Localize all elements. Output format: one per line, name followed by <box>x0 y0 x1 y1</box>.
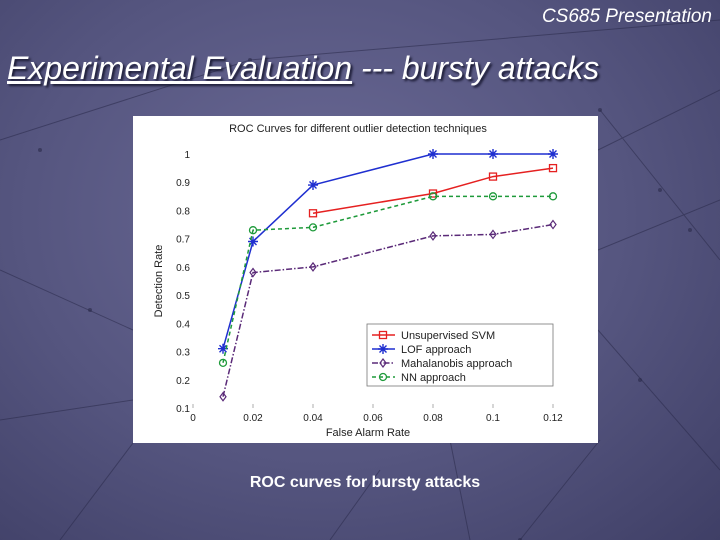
x-tick-label: 0.08 <box>423 413 443 424</box>
x-tick-label: 0 <box>190 413 196 424</box>
x-tick-label: 0.12 <box>543 413 563 424</box>
x-tick-label: 0.1 <box>486 413 500 424</box>
legend-label-mahalanobis-approach: Mahalanobis approach <box>401 358 512 370</box>
data-point-unsupervised-svm <box>308 209 318 218</box>
legend-label-nn-approach: NN approach <box>401 372 466 384</box>
data-point-nn-approach <box>548 192 558 201</box>
data-point-mahalanobis-approach <box>309 261 317 272</box>
data-point-nn-approach <box>308 223 318 232</box>
series-line-nn-approach <box>222 195 553 364</box>
data-point-lof-approach <box>218 343 228 354</box>
slide-title-suffix: --- bursty attacks <box>352 50 600 86</box>
data-point-unsupervised-svm <box>488 172 498 181</box>
y-tick-label: 0.2 <box>176 376 190 387</box>
y-tick-label: 0.3 <box>176 348 190 359</box>
data-point-unsupervised-svm <box>428 189 438 198</box>
data-point-mahalanobis-approach <box>219 391 227 402</box>
y-tick-label: 1 <box>184 150 190 161</box>
data-point-mahalanobis-approach <box>549 219 557 230</box>
y-tick-label: 0.5 <box>176 291 190 302</box>
roc-chart: ROC Curves for different outlier detecti… <box>153 123 563 439</box>
series-line-lof-approach <box>222 153 553 349</box>
data-point-nn-approach <box>488 192 498 201</box>
y-tick-label: 0.6 <box>176 263 190 274</box>
presentation-label: CS685 Presentation <box>541 6 712 27</box>
data-point-mahalanobis-approach <box>249 267 257 278</box>
data-point-lof-approach <box>248 236 258 247</box>
series-line-mahalanobis-approach <box>222 223 554 397</box>
y-tick-label: 0.8 <box>176 206 190 217</box>
data-point-unsupervised-svm <box>548 163 558 173</box>
y-tick-label: 0.9 <box>176 178 190 189</box>
data-point-lof-approach <box>548 149 558 159</box>
legend-label-unsupervised-svm: Unsupervised SVM <box>401 330 495 342</box>
y-tick-label: 0.1 <box>176 404 190 415</box>
legend-marker-mahalanobis-approach <box>379 358 387 368</box>
legend-marker-unsupervised-svm <box>378 330 388 340</box>
figure-caption: ROC curves for bursty attacks <box>249 474 481 491</box>
data-point-lof-approach <box>308 180 318 191</box>
series-line-unsupervised-svm <box>312 167 554 215</box>
data-point-lof-approach <box>488 149 498 159</box>
data-point-nn-approach <box>428 192 438 201</box>
chart-panel: ROC Curves for different outlier detecti… <box>133 116 598 443</box>
y-tick-label: 0.7 <box>176 235 190 246</box>
data-point-mahalanobis-approach <box>489 229 497 240</box>
data-point-mahalanobis-approach <box>429 230 437 241</box>
x-tick-label: 0.04 <box>303 413 323 424</box>
legend-marker-nn-approach <box>378 372 388 382</box>
slide-title-main: Experimental Evaluation <box>7 50 353 86</box>
y-axis-label: Detection Rate <box>153 245 165 318</box>
slide-title: Experimental Evaluation --- bursty attac… <box>7 50 599 87</box>
data-point-nn-approach <box>248 226 258 235</box>
data-point-lof-approach <box>428 149 438 159</box>
legend-marker-lof-approach <box>378 344 388 354</box>
x-axis-label: False Alarm Rate <box>326 427 410 439</box>
legend-box <box>366 323 554 387</box>
legend-label-lof-approach: LOF approach <box>401 344 471 356</box>
data-point-nn-approach <box>218 358 228 367</box>
x-tick-label: 0.06 <box>363 413 383 424</box>
y-tick-label: 0.4 <box>176 319 190 330</box>
x-tick-label: 0.02 <box>243 413 263 424</box>
chart-title: ROC Curves for different outlier detecti… <box>229 123 487 135</box>
